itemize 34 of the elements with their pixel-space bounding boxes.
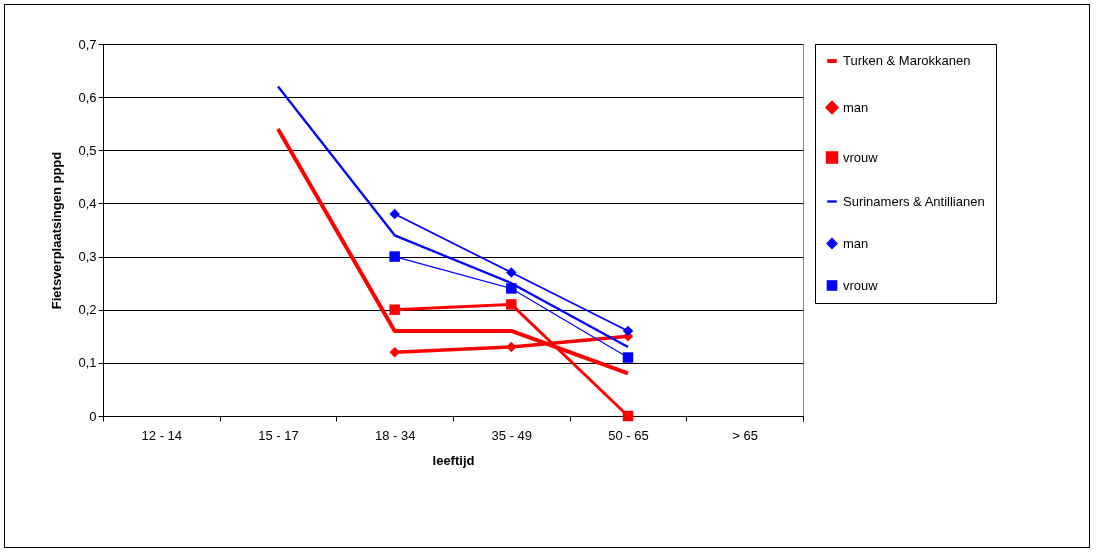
point bbox=[389, 251, 400, 262]
x-tick-label: 12 - 14 bbox=[141, 427, 183, 443]
point bbox=[622, 325, 634, 337]
y-tick-label: 0 bbox=[89, 408, 97, 424]
point bbox=[622, 352, 634, 363]
legend-label: Turken & Marokkanen bbox=[843, 53, 971, 68]
y-axis-title: Fietsverplaatsingen pppd bbox=[49, 151, 65, 310]
x-axis-title: leeftijd bbox=[432, 452, 475, 468]
point bbox=[506, 283, 517, 294]
point bbox=[506, 299, 517, 310]
point bbox=[506, 341, 517, 353]
legend-label: vrouw bbox=[843, 277, 879, 293]
legend-label: man bbox=[843, 99, 869, 115]
x-tick-label: 35 - 49 bbox=[491, 427, 533, 443]
y-tick-label: 0,3 bbox=[78, 249, 97, 265]
line-series bbox=[276, 85, 630, 349]
y-tick-label: 0,7 bbox=[78, 36, 97, 52]
point bbox=[389, 208, 400, 220]
legend-label: man bbox=[843, 235, 869, 251]
point bbox=[389, 346, 400, 358]
y-tick-label: 0,4 bbox=[78, 195, 97, 211]
x-tick-label: > 65 bbox=[732, 427, 758, 443]
x-tick-label: 50 - 65 bbox=[608, 427, 649, 443]
x-tick-label: 15 - 17 bbox=[258, 427, 299, 443]
legend-label: vrouw bbox=[843, 149, 879, 165]
y-tick-label: 0,6 bbox=[78, 89, 97, 105]
y-tick-label: 0,1 bbox=[78, 355, 97, 371]
y-tick-label: 0,5 bbox=[78, 142, 97, 158]
x-tick-label: 18 - 34 bbox=[374, 427, 416, 443]
point bbox=[506, 267, 517, 278]
legend-label: Surinamers & Antillianen bbox=[843, 193, 985, 209]
y-tick-label: 0,2 bbox=[78, 302, 97, 318]
point bbox=[389, 304, 400, 315]
point bbox=[622, 410, 634, 422]
